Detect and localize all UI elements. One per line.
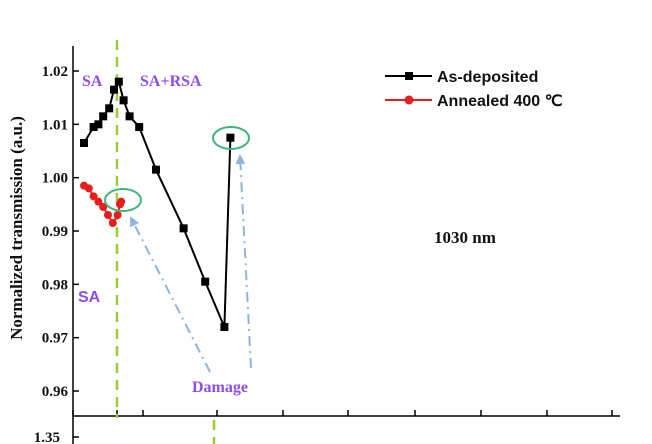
data-point-as-deposited [220, 323, 229, 331]
damage-point-annealed [117, 197, 126, 206]
y-tick-label: 1.00 [42, 171, 68, 187]
y-tick-label: 1.01 [42, 117, 68, 133]
annotation-sa-bottom: SA [78, 289, 101, 306]
lower-panel-tick-label: 1.35 [34, 430, 60, 444]
legend-marker-as-deposited [405, 72, 413, 80]
data-point-as-deposited [125, 112, 134, 121]
legend-marker-annealed [404, 95, 414, 105]
data-point-annealed [113, 211, 122, 219]
data-point-as-deposited [119, 96, 128, 105]
y-tick-label: 1.02 [42, 64, 68, 80]
data-point-annealed [99, 203, 108, 211]
data-point-annealed [89, 192, 98, 201]
series-layer [80, 77, 235, 331]
data-point-as-deposited [152, 165, 160, 174]
data-point-as-deposited [135, 123, 144, 131]
damage-line-as-deposited [223, 137, 232, 328]
data-point-annealed [94, 197, 103, 206]
legend: As-deposited Annealed 400 ℃ [385, 69, 563, 110]
data-point-as-deposited [80, 139, 88, 147]
y-tick-label: 0.97 [42, 331, 69, 347]
annotation-wavelength: 1030 nm [434, 228, 496, 247]
legend-label-annealed: Annealed 400 ℃ [437, 93, 563, 110]
data-point-as-deposited [110, 85, 118, 94]
data-point-as-deposited [179, 224, 188, 233]
annotation-damage: Damage [192, 379, 248, 396]
data-point-as-deposited [94, 120, 103, 129]
y-axis-ticks: 1.02 1.01 1.00 0.99 0.98 0.97 0.96 [42, 64, 79, 400]
data-point-as-deposited [99, 112, 108, 121]
annotation-sa-rsa: SA+RSA [140, 73, 202, 90]
y-axis-label: Normalized transmission (a.u.) [7, 116, 26, 340]
y-tick-label: 0.98 [42, 277, 68, 293]
damage-point-as-deposited [226, 133, 235, 142]
data-point-as-deposited [105, 104, 114, 113]
data-point-annealed [108, 219, 117, 227]
data-point-as-deposited [114, 77, 123, 86]
y-tick-label: 0.96 [42, 384, 69, 400]
damage-arrow-left [130, 216, 211, 373]
damage-arrow-right [235, 154, 252, 369]
data-point-as-deposited [201, 277, 210, 286]
legend-label-as-deposited: As-deposited [437, 69, 538, 86]
data-point-annealed [84, 184, 93, 193]
y-tick-label: 0.99 [42, 224, 68, 240]
data-point-annealed [104, 211, 112, 219]
damage-circle-as-deposited [212, 126, 250, 150]
data-point-as-deposited [89, 123, 98, 131]
damage-circle-annealed [104, 188, 142, 212]
x-axis-ticks [72, 410, 613, 416]
annotation-sa-top: SA [82, 73, 103, 90]
